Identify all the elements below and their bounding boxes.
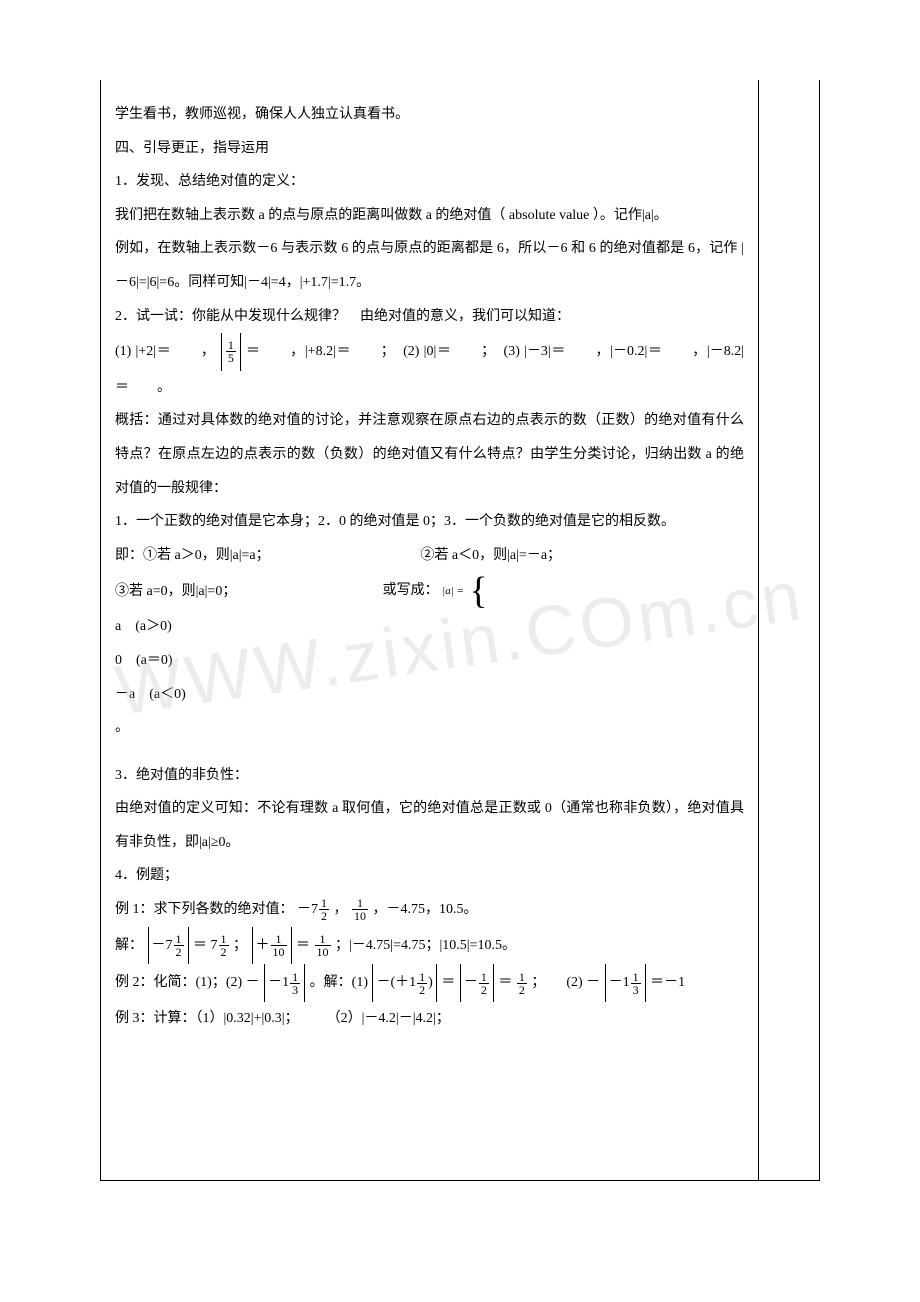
num-neg-7-half: －712 (297, 902, 334, 917)
line-17: 例 2：化简：(1)；(2) － －113 。解：(1) －(＋112) ＝ －… (115, 964, 744, 1002)
abs-neg-1third-b: －113 (605, 964, 646, 1002)
line-8: 概括：通过对具体数的绝对值的讨论，并注意观察在原点右边的点表示的数（正数）的绝对… (115, 404, 744, 505)
semi2: ； (2) (531, 975, 582, 990)
frac-1-5-den: 5 (226, 352, 236, 364)
frac-1-10-c: 110 (315, 933, 331, 958)
frac-1-2-e: 12 (479, 971, 489, 996)
frac-1-2-b-d: 2 (174, 946, 184, 958)
line-9: 1．一个正数的绝对值是它本身；2．0 的绝对值是 0；3．一个负数的绝对值是它的… (115, 505, 744, 539)
seven: 7 (211, 938, 218, 953)
plus1: ＋1 (395, 975, 416, 990)
side-column (759, 80, 819, 1180)
page: WWW.zixin.COm.cn 学生看书，教师巡视，确保人人独立认真看书。 四… (0, 0, 920, 1221)
line-17-pre: 例 2：化简：(1)；(2) (115, 975, 242, 990)
line-16-post: ；|－4.75|=4.75；|10.5|=10.5。 (335, 938, 516, 953)
line-11a: ③若 a=0，则|a|=0； (115, 575, 379, 609)
frac-1-2-f-d: 2 (517, 984, 527, 996)
frac-1-3-b: 13 (631, 971, 641, 996)
line-15: 例 1：求下列各数的绝对值： －712 ， 110 ，－4.75，10.5。 (115, 893, 744, 927)
frac-1-3-a: 13 (290, 971, 300, 996)
eq1: ＝ (193, 938, 207, 953)
frac-1-2-c-d: 2 (219, 946, 229, 958)
line-7-pre: (1) |+2|＝ ， (115, 344, 216, 359)
frac-1-2-a-d: 2 (319, 910, 329, 922)
paren-close: ) (428, 975, 433, 990)
frac-1-2-a: 12 (319, 897, 329, 922)
frac-1-3-a-d: 3 (290, 984, 300, 996)
frac-1-10-b-n: 1 (271, 933, 287, 946)
line-10a: 即：①若 a＞0，则|a|=a； (115, 539, 417, 573)
piece-row-3: －a (a＜0) (115, 678, 744, 712)
frac-1-2-d: 12 (417, 971, 427, 996)
comma1: ， (334, 902, 348, 917)
line-12: 3．绝对值的非负性： (115, 759, 744, 793)
piece-row-2: 0 (a＝0) (115, 644, 744, 678)
frac-1-10-b: 110 (271, 933, 287, 958)
line-16-pre: 解： (115, 938, 143, 953)
neg-sign-b: － (376, 975, 390, 990)
neg7: －7 (297, 902, 318, 917)
eq2: ＝ (296, 938, 310, 953)
line-15-post: ，－4.75，10.5。 (373, 902, 478, 917)
frac-1-2-e-d: 2 (479, 984, 489, 996)
frac-1-3-b-d: 3 (631, 984, 641, 996)
abs-outer-1: －(＋112) (372, 964, 436, 1002)
frac-1-10-c-n: 1 (315, 933, 331, 946)
line-11: ③若 a=0，则|a|=0； 或写成： |a| = { (115, 572, 744, 610)
frac-1-2-b-n: 1 (174, 933, 184, 946)
line-1: 学生看书，教师巡视，确保人人独立认真看书。 (115, 98, 744, 132)
frac-1-2-c-n: 1 (219, 933, 229, 946)
neg7b: －7 (152, 938, 173, 953)
brace-left-icon: { (469, 572, 487, 610)
line-11c: 。 (115, 720, 129, 735)
frac-1-2-f: 12 (517, 971, 527, 996)
frac-1-2-c: 12 (219, 933, 229, 958)
line-3: 1．发现、总结绝对值的定义： (115, 165, 744, 199)
content-box: 学生看书，教师巡视，确保人人独立认真看书。 四、引导更正，指导运用 1．发现、总… (100, 80, 820, 1181)
line-13: 由绝对值的定义可知：不论有理数 a 取何值，它的绝对值总是正数或 0（通常也称非… (115, 792, 744, 859)
eq4: ＝ (498, 975, 512, 990)
piecewise-brace: { (469, 572, 491, 610)
abs-frac-1-5: 1 5 (221, 333, 241, 371)
frac-1-10-a-d: 10 (352, 910, 368, 922)
abs-neg-7half: －712 (148, 927, 189, 965)
frac-1-10-c-d: 10 (315, 946, 331, 958)
frac-1-2-d-n: 1 (417, 971, 427, 984)
line-14: 4．例题； (115, 859, 744, 893)
neg-sign-d: － (586, 975, 600, 990)
frac-1-5: 1 5 (226, 339, 236, 364)
line-11b: 或写成： (383, 584, 439, 599)
line-5: 例如，在数轴上表示数－6 与表示数 6 的点与原点的距离都是 6，所以－6 和 … (115, 232, 744, 299)
abs-neg-1third: －113 (264, 964, 305, 1002)
line-15-pre: 例 1：求下列各数的绝对值： (115, 902, 294, 917)
frac-1-2-f-n: 1 (517, 971, 527, 984)
piece-row-1: a (a＞0) (115, 610, 744, 644)
line-2: 四、引导更正，指导运用 (115, 132, 744, 166)
line-7: (1) |+2|＝ ， 1 5 ＝ ，|+8.2|＝ ； (2) |0|＝ ； … (115, 333, 744, 404)
frac-1-10-a: 110 (352, 897, 368, 922)
abs-plus-1-10: ＋110 (252, 927, 292, 965)
piecewise-eq: |a| = (442, 586, 464, 598)
frac-1-10-b-d: 10 (271, 946, 287, 958)
semi1: ； (233, 938, 247, 953)
neg-sign-a: － (246, 975, 260, 990)
eq3: ＝ (441, 975, 455, 990)
frac-1-2-b: 12 (174, 933, 184, 958)
line-17-mid: 。解：(1) (310, 975, 368, 990)
frac-1-2-d-d: 2 (417, 984, 427, 996)
frac-1-2-e-n: 1 (479, 971, 489, 984)
frac-1-3-a-n: 1 (290, 971, 300, 984)
eq-neg: ＝－1 (650, 975, 685, 990)
main-column: 学生看书，教师巡视，确保人人独立认真看书。 四、引导更正，指导运用 1．发现、总… (101, 80, 759, 1180)
line-6: 2．试一试：你能从中发现什么规律？ 由绝对值的意义，我们可以知道： (115, 300, 744, 334)
line-4: 我们把在数轴上表示数 a 的点与原点的距离叫做数 a 的绝对值（ absolut… (115, 199, 744, 233)
line-18: 例 3：计算：（1）|0.32|+|0.3|； （2）|－4.2|－|4.2|； (115, 1002, 744, 1036)
neg-sign-c: － (464, 975, 478, 990)
line-10: 即：①若 a＞0，则|a|=a； ②若 a＜0，则|a|=－a； (115, 539, 744, 573)
frac-1-3-b-n: 1 (631, 971, 641, 984)
line-10b: ②若 a＜0，则|a|=－a； (420, 548, 561, 563)
line-16: 解： －712 ＝ 712 ； ＋110 ＝ 110 ；|－4.75|=4.75… (115, 927, 744, 965)
abs-neg-1half: －12 (460, 964, 494, 1002)
